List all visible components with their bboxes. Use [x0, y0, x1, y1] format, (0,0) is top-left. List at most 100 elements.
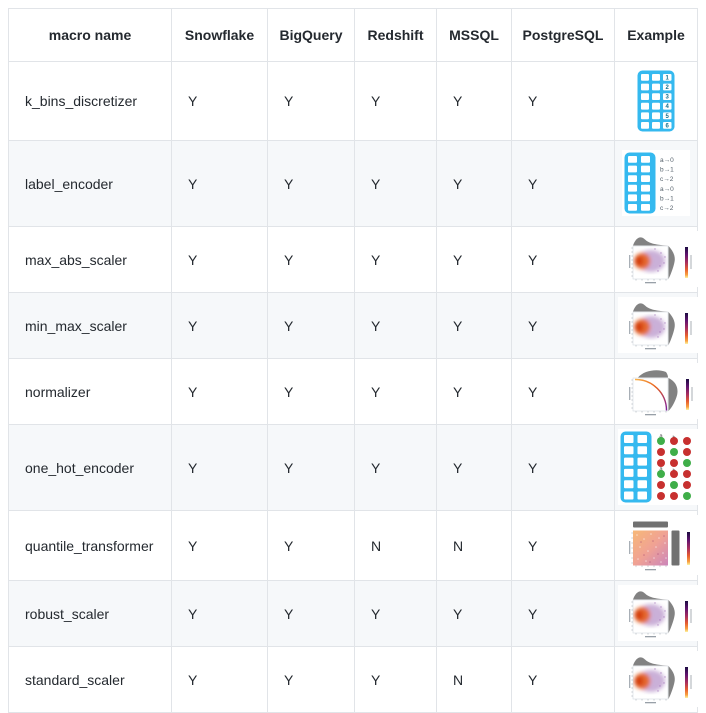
bin-label: 1: [666, 75, 670, 81]
mapping-label: a→0: [660, 186, 674, 193]
support-postgresql: Y: [511, 226, 615, 293]
macro-name-cell: max_abs_scaler: [8, 226, 172, 293]
header-snowflake: Snowflake: [171, 8, 268, 62]
mapping-label: b→1: [660, 167, 674, 174]
support-bigquery: Y: [267, 580, 355, 647]
example-image-max-abs-scaler[interactable]: [618, 231, 698, 287]
support-mssql: Y: [436, 292, 512, 359]
example-image-k-bins[interactable]: 1 2 3 4 5 6: [635, 67, 677, 134]
y-axis-label-smudge: [629, 255, 631, 268]
bin-label: 5: [666, 113, 670, 119]
x-axis-label-smudge: [645, 569, 656, 571]
example-image-standard-scaler[interactable]: [618, 651, 698, 707]
support-bigquery: Y: [267, 140, 355, 227]
binned-table-icon: 1 2 3 4 5 6: [637, 70, 675, 131]
support-snowflake: Y: [171, 226, 268, 293]
bin-label: 6: [666, 123, 670, 129]
table-row: quantile_transformer Y Y N N Y: [8, 510, 698, 581]
support-snowflake: Y: [171, 140, 268, 227]
one-hot-dots: [657, 437, 691, 500]
support-redshift: Y: [354, 646, 437, 713]
support-redshift: Y: [354, 424, 437, 511]
support-redshift: Y: [354, 140, 437, 227]
support-redshift: Y: [354, 292, 437, 359]
x-axis-label-smudge: [645, 636, 656, 638]
macro-name-cell: one_hot_encoder: [8, 424, 172, 511]
one-hot-column-label: a: [659, 434, 663, 440]
header-mssql: MSSQL: [436, 8, 512, 62]
table-row: standard_scaler Y Y Y N Y: [8, 646, 698, 713]
support-bigquery: Y: [267, 292, 355, 359]
colorbar-label-smudge: [690, 321, 692, 335]
support-bigquery: Y: [267, 424, 355, 511]
support-bigquery: Y: [267, 61, 355, 141]
support-redshift: N: [354, 510, 437, 581]
support-mssql: Y: [436, 140, 512, 227]
example-cell: [614, 510, 698, 581]
header-bigquery: BigQuery: [267, 8, 355, 62]
support-snowflake: Y: [171, 292, 268, 359]
header-postgresql: PostgreSQL: [511, 8, 615, 62]
x-axis-label-smudge: [645, 282, 656, 284]
table-row: label_encoder Y Y Y Y Y: [8, 140, 698, 227]
support-postgresql: Y: [511, 140, 615, 227]
macro-name-cell: min_max_scaler: [8, 292, 172, 359]
example-cell: a→0 b→1 c→2 a→0 b→1 c→2: [614, 140, 698, 227]
example-image-one-hot-encoder[interactable]: a b c a b c: [618, 429, 700, 505]
support-mssql: Y: [436, 580, 512, 647]
macro-name-cell: label_encoder: [8, 140, 172, 227]
table-row: min_max_scaler Y Y Y Y Y: [8, 292, 698, 359]
colorbar-label-smudge: [690, 675, 692, 689]
colorbar-label-smudge: [691, 387, 693, 401]
curve-jointplot-graphic: [629, 370, 693, 416]
support-bigquery: Y: [267, 510, 355, 581]
header-macro-name: macro name: [8, 8, 172, 62]
support-mssql: Y: [436, 424, 512, 511]
support-snowflake: Y: [171, 61, 268, 141]
macro-name-cell: standard_scaler: [8, 646, 172, 713]
table-row: one_hot_encoder Y Y Y Y Y: [8, 424, 700, 511]
support-postgresql: Y: [511, 292, 615, 359]
y-axis-label-smudge: [629, 387, 631, 400]
bin-label: 4: [666, 104, 670, 110]
macro-support-table: macro name Snowflake BigQuery Redshift M…: [8, 8, 700, 713]
support-postgresql: Y: [511, 580, 615, 647]
example-image-label-encoder[interactable]: a→0 b→1 c→2 a→0 b→1 c→2: [622, 150, 690, 216]
example-cell: 1 2 3 4 5 6: [614, 61, 698, 141]
support-bigquery: Y: [267, 358, 355, 425]
mapping-label: a→0: [660, 157, 674, 164]
example-image-robust-scaler[interactable]: [618, 585, 698, 641]
mapping-label: c→2: [660, 176, 674, 183]
x-axis-label-smudge: [645, 348, 656, 350]
macro-name-cell: robust_scaler: [8, 580, 172, 647]
y-axis-label-smudge: [629, 675, 631, 688]
example-cell: [614, 580, 698, 647]
uniform-jointplot-graphic: [629, 521, 690, 571]
example-image-quantile-transformer[interactable]: [618, 515, 698, 575]
support-bigquery: Y: [267, 646, 355, 713]
scatter-jointplot-graphic: [629, 657, 692, 704]
support-mssql: Y: [436, 226, 512, 293]
support-snowflake: Y: [171, 646, 268, 713]
example-image-normalizer[interactable]: [618, 363, 698, 419]
example-cell: a b c a b c: [614, 424, 700, 511]
scatter-jointplot-graphic: [629, 237, 692, 284]
support-redshift: Y: [354, 61, 437, 141]
support-postgresql: Y: [511, 510, 615, 581]
y-axis-label-smudge: [629, 609, 631, 622]
support-snowflake: Y: [171, 580, 268, 647]
header-redshift: Redshift: [354, 8, 437, 62]
support-postgresql: Y: [511, 424, 615, 511]
macro-name-cell: k_bins_discretizer: [8, 61, 172, 141]
table-row: normalizer Y Y Y Y Y: [8, 358, 698, 425]
example-cell: [614, 226, 698, 293]
mapping-label: c→2: [660, 205, 674, 212]
mapping-label: b→1: [660, 195, 674, 202]
x-axis-label-smudge: [645, 414, 656, 416]
support-snowflake: Y: [171, 510, 268, 581]
support-postgresql: Y: [511, 646, 615, 713]
example-cell: [614, 292, 698, 359]
table-row: robust_scaler Y Y Y Y Y: [8, 580, 698, 647]
example-image-min-max-scaler[interactable]: [618, 297, 698, 353]
